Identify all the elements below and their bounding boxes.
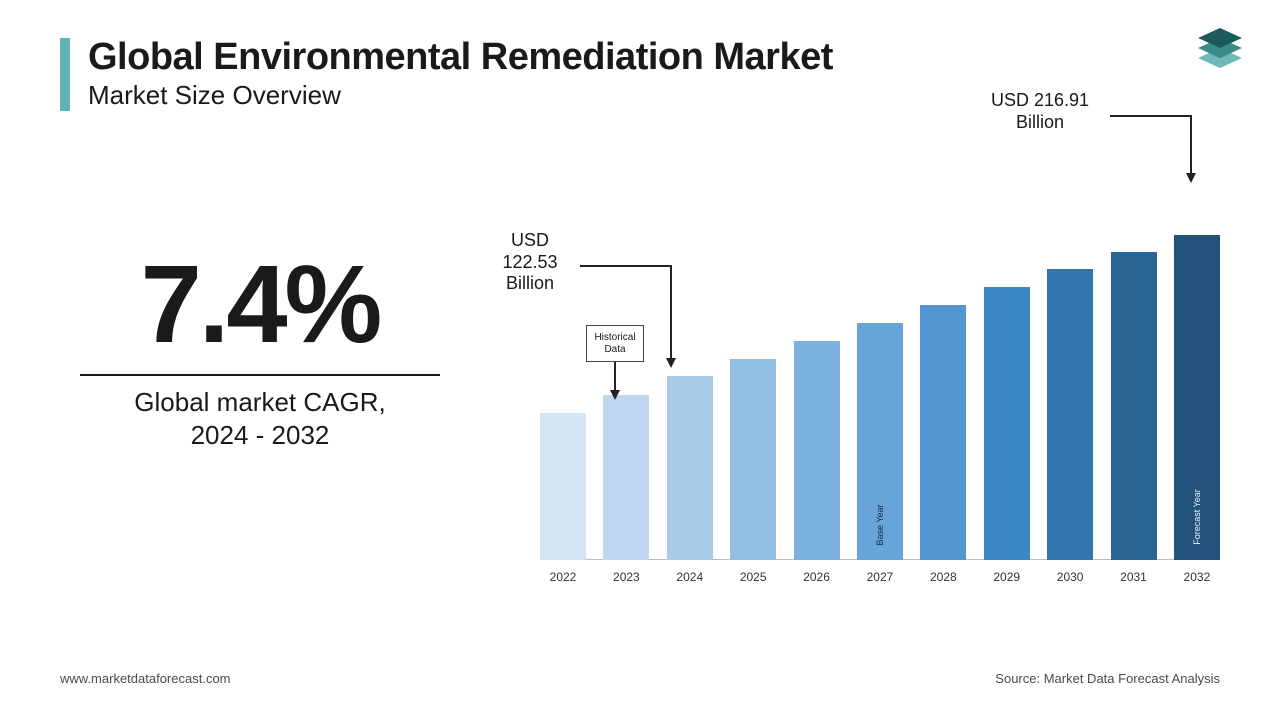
bar-wrap: 2024 xyxy=(667,376,713,560)
bar-year-label: 2024 xyxy=(667,570,713,584)
arrow-line xyxy=(1110,115,1190,117)
page-title: Global Environmental Remediation Market xyxy=(88,38,833,78)
bar-wrap: 2029 xyxy=(984,287,1030,560)
footer-source: Source: Market Data Forecast Analysis xyxy=(995,671,1220,686)
bar-wrap: 2032Forecast Year xyxy=(1174,235,1220,560)
bar-year-label: 2032 xyxy=(1174,570,1220,584)
bar-wrap: 2028 xyxy=(920,305,966,560)
bar: 2030 xyxy=(1047,269,1093,560)
cagr-label-line1: Global market CAGR, xyxy=(134,387,385,417)
bar-year-label: 2025 xyxy=(730,570,776,584)
bar-year-label: 2030 xyxy=(1047,570,1093,584)
bar: 2024 xyxy=(667,376,713,560)
historical-data-box: HistoricalData xyxy=(586,325,644,362)
forecast-year-label: Forecast Year xyxy=(1192,489,1202,545)
bar-year-label: 2031 xyxy=(1111,570,1157,584)
callout-end-text: USD 216.91Billion xyxy=(991,90,1089,132)
arrow-line xyxy=(580,265,670,267)
divider xyxy=(80,374,440,376)
bar-year-label: 2027 xyxy=(857,570,903,584)
bar: 2031 xyxy=(1111,252,1157,560)
arrow-line xyxy=(670,265,672,360)
bar-wrap: 2026 xyxy=(794,341,840,560)
callout-start-text: USD122.53Billion xyxy=(502,230,557,293)
bar-year-label: 2023 xyxy=(603,570,649,584)
bar: 2032Forecast Year xyxy=(1174,235,1220,560)
bar-year-label: 2029 xyxy=(984,570,1030,584)
bar: 2028 xyxy=(920,305,966,560)
bar: 2029 xyxy=(984,287,1030,560)
bar-year-label: 2028 xyxy=(920,570,966,584)
cagr-panel: 7.4% Global market CAGR, 2024 - 2032 xyxy=(80,250,440,451)
cagr-value: 7.4% xyxy=(80,250,440,360)
page-subtitle: Market Size Overview xyxy=(88,80,833,111)
bar: 2027Base Year xyxy=(857,323,903,560)
bar-chart: 202220232024202520262027Base Year2028202… xyxy=(540,170,1220,590)
bar-year-label: 2026 xyxy=(794,570,840,584)
bar: 2023 xyxy=(603,395,649,560)
arrow-head-icon xyxy=(666,358,676,368)
bar-wrap: 2025 xyxy=(730,359,776,560)
bar-year-label: 2022 xyxy=(540,570,586,584)
arrow-head-icon xyxy=(610,390,620,400)
bars-container: 2022 2023 2024 2025 2026 2027Base Year 2028 202… xyxy=(540,180,1220,560)
callout-start: USD122.53Billion xyxy=(480,230,580,295)
arrow-line xyxy=(614,362,616,392)
callout-end: USD 216.91Billion xyxy=(960,90,1120,133)
bar-wrap: 2022 xyxy=(540,413,586,560)
bar: 2022 xyxy=(540,413,586,560)
stack-icon xyxy=(1190,20,1250,81)
base-year-label: Base Year xyxy=(875,504,885,545)
bar-wrap: 2030 xyxy=(1047,269,1093,560)
bar-wrap: 2027Base Year xyxy=(857,323,903,560)
cagr-label: Global market CAGR, 2024 - 2032 xyxy=(80,386,440,451)
arrow-head-icon xyxy=(1186,173,1196,183)
cagr-label-line2: 2024 - 2032 xyxy=(191,420,330,450)
footer-url: www.marketdataforecast.com xyxy=(60,671,231,686)
bar-wrap: 2023 xyxy=(603,395,649,560)
arrow-line xyxy=(1190,115,1192,175)
bar-wrap: 2031 xyxy=(1111,252,1157,560)
bar: 2026 xyxy=(794,341,840,560)
title-block: Global Environmental Remediation Market … xyxy=(60,38,833,111)
bar: 2025 xyxy=(730,359,776,560)
historical-data-label: HistoricalData xyxy=(594,332,635,355)
